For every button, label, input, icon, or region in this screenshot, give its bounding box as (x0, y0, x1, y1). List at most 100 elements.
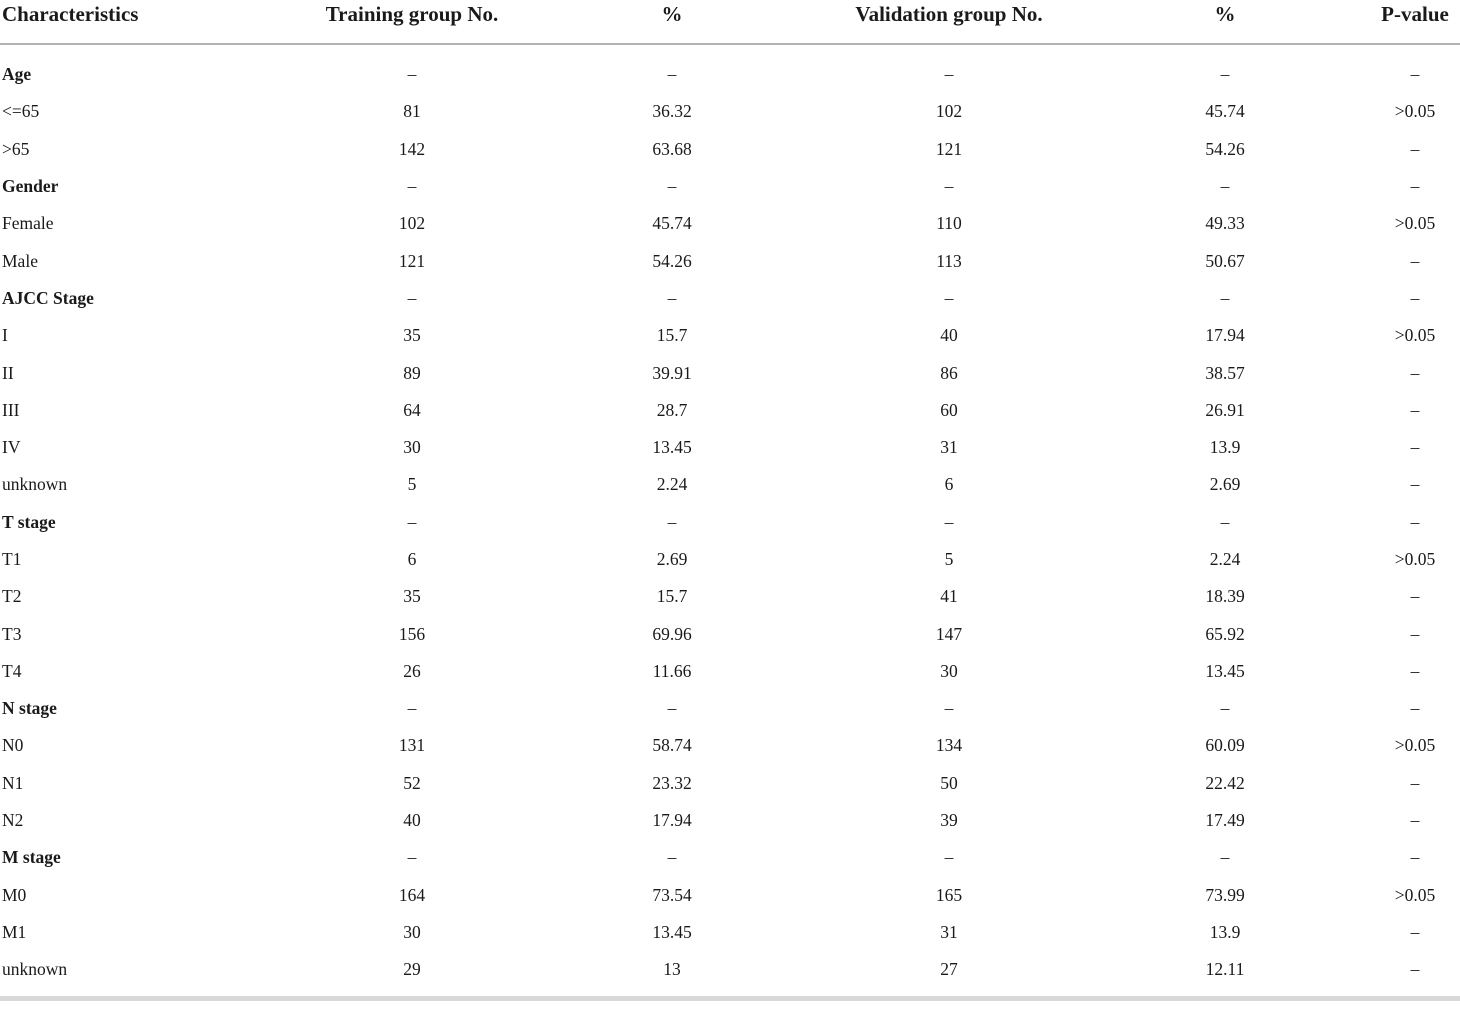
p-value-cell: – (1410, 250, 1420, 271)
table-row: N2 40 17.94 39 17.49 – (0, 802, 1460, 839)
training-no-cell: 40 (403, 810, 421, 831)
training-pct-cell: – (667, 64, 677, 85)
training-pct-cell: – (667, 847, 677, 868)
training-no-cell: – (407, 698, 417, 719)
row-label: N2 (2, 810, 24, 831)
row-label: I (2, 325, 8, 346)
validation-no-cell: 31 (940, 437, 958, 458)
p-value-cell: – (1410, 176, 1420, 197)
training-no-cell: 29 (403, 959, 421, 980)
validation-pct-cell: 2.69 (1209, 474, 1241, 495)
validation-no-cell: 134 (935, 735, 963, 756)
table-row: T3 156 69.96 147 65.92 – (0, 615, 1460, 652)
table-row: N0 131 58.74 134 60.09 >0.05 (0, 727, 1460, 764)
validation-no-cell: 86 (940, 362, 958, 383)
validation-pct-cell: 18.39 (1205, 586, 1245, 607)
validation-pct-cell: 13.9 (1209, 437, 1241, 458)
training-pct-cell: 63.68 (652, 138, 692, 159)
validation-pct-cell: 60.09 (1205, 735, 1245, 756)
p-value-cell: >0.05 (1394, 101, 1436, 122)
category-row: Age – – – – – (0, 56, 1460, 93)
validation-pct-cell: 13.9 (1209, 921, 1241, 942)
validation-no-cell: 147 (935, 623, 963, 644)
row-label: N stage (2, 698, 57, 719)
p-value-cell: – (1410, 847, 1420, 868)
validation-no-cell: – (944, 511, 954, 532)
validation-no-cell: 50 (940, 772, 958, 793)
table-body: Age – – – – – <=65 81 36.32 102 45.74 >0.05 >65 142 63… (0, 44, 1460, 988)
validation-no-cell: 39 (940, 810, 958, 831)
category-row: T stage – – – – – (0, 504, 1460, 541)
table-row: M1 30 13.45 31 13.9 – (0, 914, 1460, 951)
category-row: Gender – – – – – (0, 168, 1460, 205)
training-pct-cell: – (667, 698, 677, 719)
table-row: II 89 39.91 86 38.57 – (0, 354, 1460, 391)
validation-pct-cell: 45.74 (1205, 101, 1245, 122)
validation-no-cell: 113 (936, 250, 962, 271)
table-row: T2 35 15.7 41 18.39 – (0, 578, 1460, 615)
training-pct-cell: 73.54 (652, 884, 692, 905)
training-no-cell: 26 (403, 660, 421, 681)
validation-pct-cell: – (1220, 847, 1230, 868)
training-no-cell: 6 (407, 549, 417, 569)
training-pct-cell: 2.69 (656, 549, 688, 569)
validation-pct-cell: 49.33 (1205, 213, 1245, 234)
p-value-cell: >0.05 (1394, 213, 1436, 234)
table-row: unknown 29 13 27 12.11 – (0, 951, 1460, 988)
training-no-cell: 52 (403, 772, 421, 793)
training-no-cell: 30 (403, 921, 421, 942)
training-no-cell: 102 (398, 213, 426, 234)
validation-no-cell: 6 (944, 474, 954, 495)
validation-no-cell: – (944, 698, 954, 719)
training-pct-cell: 13.45 (652, 437, 692, 458)
category-row: M stage – – – – – (0, 839, 1460, 876)
p-value-cell: – (1410, 362, 1420, 383)
training-pct-cell: 15.7 (656, 586, 688, 607)
row-label: Age (2, 64, 32, 85)
training-no-cell: 89 (403, 362, 421, 383)
p-value-cell: – (1410, 772, 1420, 793)
row-label: Female (2, 213, 54, 234)
row-label: <=65 (2, 101, 40, 122)
table-row: III 64 28.7 60 26.91 – (0, 392, 1460, 429)
row-label: T3 (2, 623, 22, 644)
training-pct-cell: 36.32 (652, 101, 692, 122)
row-label: T4 (2, 660, 22, 681)
training-pct-cell: 45.74 (652, 213, 692, 234)
row-label: Gender (2, 176, 59, 197)
table-row: >65 142 63.68 121 54.26 – (0, 131, 1460, 168)
p-value-cell: – (1410, 921, 1420, 942)
training-pct-cell: 23.32 (652, 772, 692, 793)
training-no-cell: 30 (403, 437, 421, 458)
validation-no-cell: 40 (940, 325, 958, 346)
training-no-cell: – (407, 847, 417, 868)
p-value-cell: – (1410, 64, 1420, 85)
training-no-cell: – (407, 64, 417, 85)
p-value-cell: – (1410, 138, 1420, 159)
validation-pct-cell: – (1220, 64, 1230, 85)
training-pct-cell: 11.66 (652, 660, 692, 681)
training-no-cell: – (407, 287, 417, 308)
p-value-cell: – (1410, 810, 1420, 831)
p-value-cell: – (1410, 399, 1420, 420)
validation-no-cell: 5 (944, 549, 954, 569)
table-row: Female 102 45.74 110 49.33 >0.05 (0, 205, 1460, 242)
training-pct-cell: 13.45 (652, 921, 692, 942)
row-label: T2 (2, 586, 22, 607)
validation-pct-cell: 50.67 (1205, 250, 1245, 271)
training-no-cell: 121 (398, 250, 426, 271)
p-value-cell: – (1410, 959, 1420, 980)
validation-pct-cell: 26.91 (1205, 399, 1245, 420)
training-pct-cell: – (667, 176, 677, 197)
col-header-p-value: P-value (1370, 0, 1460, 45)
validation-no-cell: 41 (940, 586, 958, 607)
validation-no-cell: 121 (935, 138, 963, 159)
training-pct-cell: 69.96 (652, 623, 692, 644)
p-value-cell: – (1410, 623, 1420, 644)
validation-no-cell: 27 (940, 959, 958, 980)
validation-pct-cell: 13.45 (1205, 660, 1245, 681)
validation-pct-cell: – (1220, 511, 1230, 532)
training-pct-cell: 54.26 (652, 250, 692, 271)
validation-no-cell: – (944, 287, 954, 308)
col-header-validation-pct: % (1080, 0, 1370, 45)
